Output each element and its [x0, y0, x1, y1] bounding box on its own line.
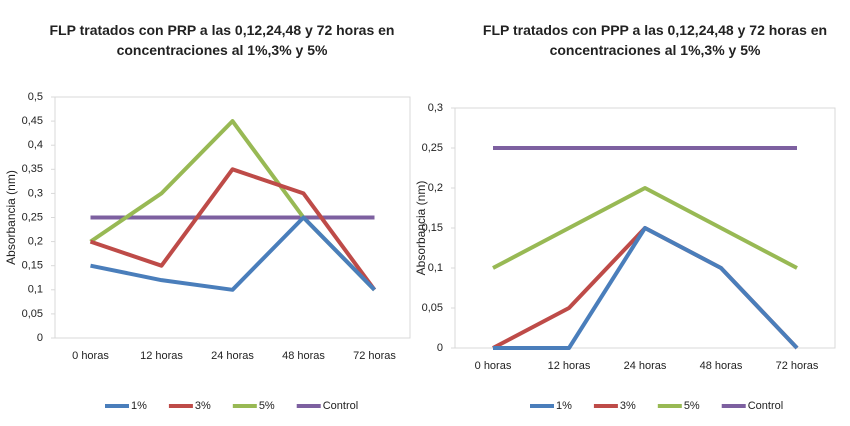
x-tick-label: 72 horas — [776, 360, 819, 372]
legend-label: Control — [748, 400, 783, 412]
legend-label: 5% — [684, 400, 700, 412]
y-tick-label: 0,05 — [22, 308, 43, 320]
y-tick-label: 0,5 — [28, 91, 43, 103]
x-tick-label: 72 horas — [353, 350, 396, 362]
y-tick-label: 0,2 — [428, 182, 443, 194]
y-tick-label: 0 — [37, 332, 43, 344]
y-tick-label: 0,15 — [422, 222, 443, 234]
y-tick-label: 0,3 — [28, 187, 43, 199]
y-tick-label: 0,25 — [22, 211, 43, 223]
legend-label: 5% — [259, 400, 275, 412]
x-tick-label: 12 horas — [548, 360, 591, 372]
y-axis-label: Absorbancia (nm) — [4, 170, 18, 265]
legend-label: Control — [323, 400, 358, 412]
series-line — [492, 186, 798, 270]
y-tick-label: 0,25 — [422, 142, 443, 154]
y-tick-label: 0,4 — [28, 139, 43, 151]
y-tick-label: 0,1 — [28, 284, 43, 296]
x-tick-label: 48 horas — [700, 360, 743, 372]
series-line — [89, 167, 377, 291]
y-tick-label: 0,35 — [22, 163, 43, 175]
y-tick-label: 0 — [437, 342, 443, 354]
series-line — [89, 119, 376, 292]
legend-label: 3% — [620, 400, 636, 412]
y-tick-label: 0,05 — [422, 302, 443, 314]
y-tick-label: 0,3 — [428, 102, 443, 114]
legend-label: 1% — [131, 400, 147, 412]
x-tick-label: 48 horas — [282, 350, 325, 362]
chart-title: FLP tratados con PPP a las 0,12,24,48 y … — [482, 22, 828, 58]
series-line — [493, 226, 799, 350]
y-tick-label: 0,15 — [22, 260, 43, 272]
x-tick-label: 24 horas — [624, 360, 667, 372]
y-axis-label: Absorbancia (nm) — [414, 181, 428, 276]
y-tick-label: 0,2 — [28, 236, 43, 248]
legend-label: 1% — [556, 400, 572, 412]
legend-label: 3% — [195, 400, 211, 412]
x-tick-label: 0 horas — [72, 350, 109, 362]
chart-title: FLP tratados con PRP a las 0,12,24,48 y … — [49, 22, 395, 58]
series-line — [90, 215, 376, 292]
y-tick-label: 0,1 — [428, 262, 443, 274]
x-tick-label: 24 horas — [211, 350, 254, 362]
x-tick-label: 12 horas — [140, 350, 183, 362]
x-tick-label: 0 horas — [475, 360, 512, 372]
y-tick-label: 0,45 — [22, 115, 43, 127]
